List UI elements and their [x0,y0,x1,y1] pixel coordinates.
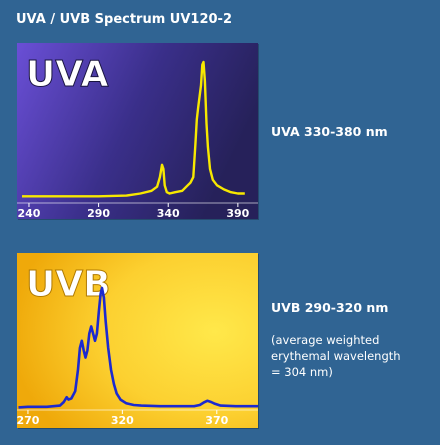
page-title: UVA / UVB Spectrum UV120-2 [16,12,232,27]
uva-x-tick-label: 290 [87,207,110,219]
uva-spectrum-chart: UVA 240 290 340 390 [17,43,258,219]
uva-x-tick-label: 240 [17,207,40,219]
uvb-x-tick-label: 320 [111,414,134,427]
uva-x-tick-label: 390 [226,207,249,219]
uva-chart-title: UVA [26,54,109,95]
note-line: erythemal wavelength [271,349,401,363]
uvb-x-tick-label: 370 [205,414,228,427]
uvb-chart-background [17,253,258,428]
uvb-range-label: UVB 290-320 nm [271,300,389,315]
erythemal-wavelength-note: (average weighted erythemal wavelength =… [271,332,436,380]
uva-range-label: UVA 330-380 nm [271,124,388,139]
uva-chart-svg: UVA 240 290 340 390 [17,43,258,219]
uva-series-line [22,60,245,198]
note-line: (average weighted [271,333,380,347]
uvb-x-tick-label: 270 [17,414,40,427]
uva-chart-background [17,43,258,219]
note-line: = 304 nm) [271,365,333,379]
uvb-chart-svg: UVB 270 320 370 [17,253,258,428]
uva-x-tick-label: 340 [157,207,180,219]
uvb-series-line [18,286,258,409]
uvb-chart-title: UVB [26,264,111,305]
uvb-spectrum-chart: UVB 270 320 370 [17,253,258,428]
